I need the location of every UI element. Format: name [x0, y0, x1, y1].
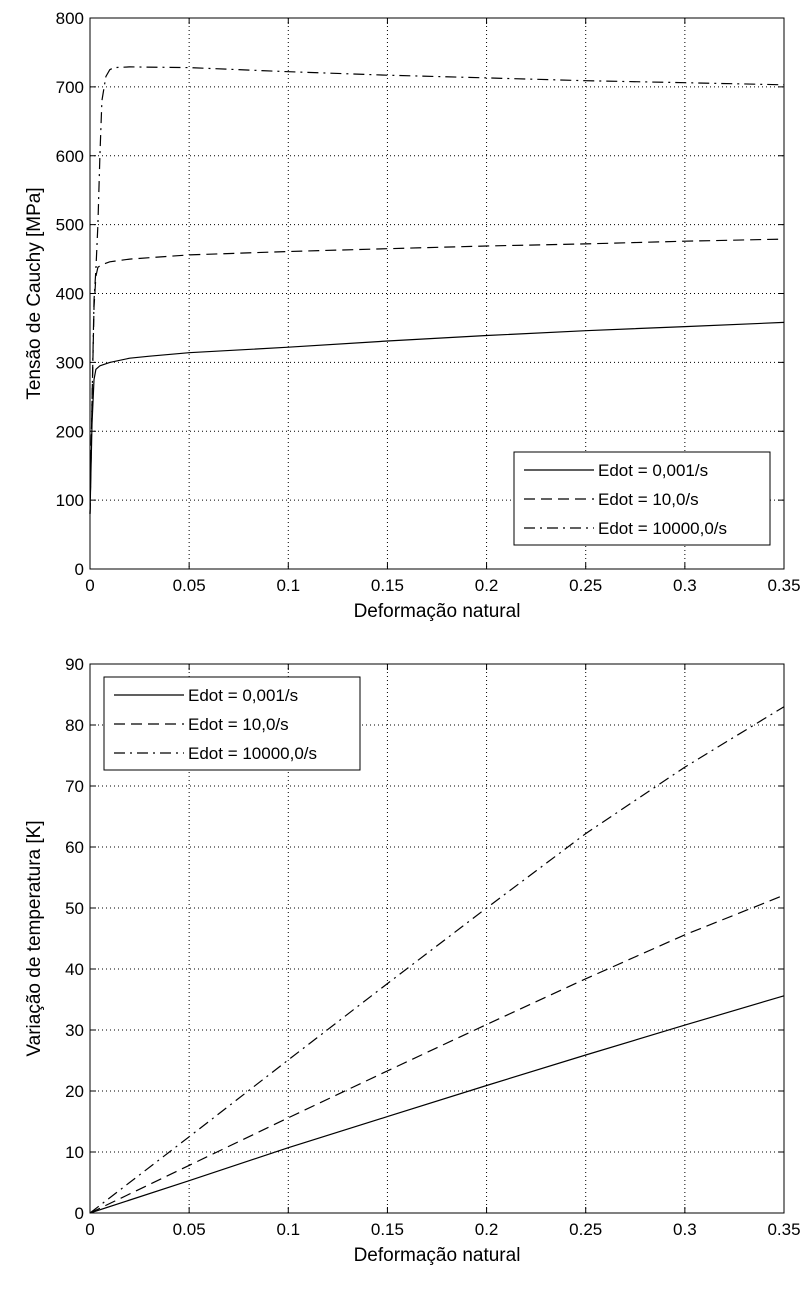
x-axis-label: Deformação natural — [354, 601, 521, 622]
y-tick-label: 400 — [56, 285, 84, 304]
y-tick-label: 90 — [65, 655, 84, 674]
y-tick-label: 30 — [65, 1021, 84, 1040]
y-tick-label: 60 — [65, 838, 84, 857]
series-line-dashed — [89, 894, 785, 1214]
legend-label: Edot = 10,0/s — [188, 715, 289, 734]
y-axis-label: Tensão de Cauchy [MPa] — [24, 187, 45, 399]
axes-box — [89, 663, 785, 1214]
y-tick-label: 600 — [56, 147, 84, 166]
stress-strain-chart: 0 0.05 0.1 0.15 0.2 0.25 0.3 0.35 0 100 200 300 400 5… — [24, 9, 801, 622]
y-tick-label: 20 — [65, 1082, 84, 1101]
series-line-dashdot — [89, 66, 785, 514]
y-tick-label: 800 — [56, 9, 84, 28]
legend-box — [103, 676, 361, 771]
temperature-change-chart: 0 0.05 0.1 0.15 0.2 0.25 0.3 0.35 0 10 20 30 40 50 60 7… — [24, 655, 801, 1266]
y-tick-label: 700 — [56, 78, 84, 97]
legend: Edot = 0,001/s Edot = 10,0/s Edot = 10000,… — [513, 451, 771, 546]
legend-label: Edot = 10000,0/s — [598, 519, 727, 538]
x-tick-label: 0 — [85, 576, 94, 595]
x-tick-label: 0.1 — [276, 576, 300, 595]
y-tick-label: 300 — [56, 353, 84, 372]
y-tick-label: 50 — [65, 899, 84, 918]
x-axis-label: Deformação natural — [354, 1245, 521, 1266]
legend-label: Edot = 0,001/s — [598, 461, 708, 480]
legend: Edot = 0,001/s Edot = 10,0/s Edot = 10000,… — [103, 676, 361, 771]
x-tick-label: 0.25 — [569, 576, 602, 595]
series-line-dashed — [89, 238, 785, 514]
x-tick-label: 0.05 — [173, 576, 206, 595]
x-tick-label: 0.3 — [673, 1220, 697, 1239]
y-axis-label: Variação de temperatura [K] — [24, 820, 45, 1056]
legend-label: Edot = 10,0/s — [598, 490, 699, 509]
x-tick-label: 0.3 — [673, 576, 697, 595]
ticks: 0 0.05 0.1 0.15 0.2 0.25 0.3 0.35 0 100 200 300 400 5… — [56, 9, 801, 595]
legend-box — [513, 451, 771, 546]
y-tick-label: 100 — [56, 491, 84, 510]
legend-label: Edot = 0,001/s — [188, 686, 298, 705]
x-tick-label: 0.1 — [276, 1220, 300, 1239]
x-tick-label: 0.35 — [767, 1220, 800, 1239]
x-tick-label: 0.35 — [767, 576, 800, 595]
x-tick-label: 0.2 — [475, 1220, 499, 1239]
y-tick-label: 80 — [65, 716, 84, 735]
x-tick-label: 0.15 — [371, 576, 404, 595]
x-tick-label: 0.2 — [475, 576, 499, 595]
x-tick-label: 0.05 — [173, 1220, 206, 1239]
y-tick-label: 500 — [56, 216, 84, 235]
y-tick-label: 10 — [65, 1143, 84, 1162]
y-tick-label: 40 — [65, 960, 84, 979]
y-tick-label: 0 — [75, 1204, 84, 1223]
legend-label: Edot = 10000,0/s — [188, 744, 317, 763]
series-line-solid — [89, 321, 785, 514]
series-line-solid — [89, 995, 785, 1214]
x-tick-label: 0.15 — [371, 1220, 404, 1239]
ticks: 0 0.05 0.1 0.15 0.2 0.25 0.3 0.35 0 10 20 30 40 50 60 7… — [65, 655, 800, 1239]
y-tick-label: 70 — [65, 777, 84, 796]
x-tick-label: 0 — [85, 1220, 94, 1239]
y-tick-label: 200 — [56, 422, 84, 441]
series-line-dashdot — [89, 706, 785, 1214]
x-tick-label: 0.25 — [569, 1220, 602, 1239]
y-tick-label: 0 — [75, 560, 84, 579]
